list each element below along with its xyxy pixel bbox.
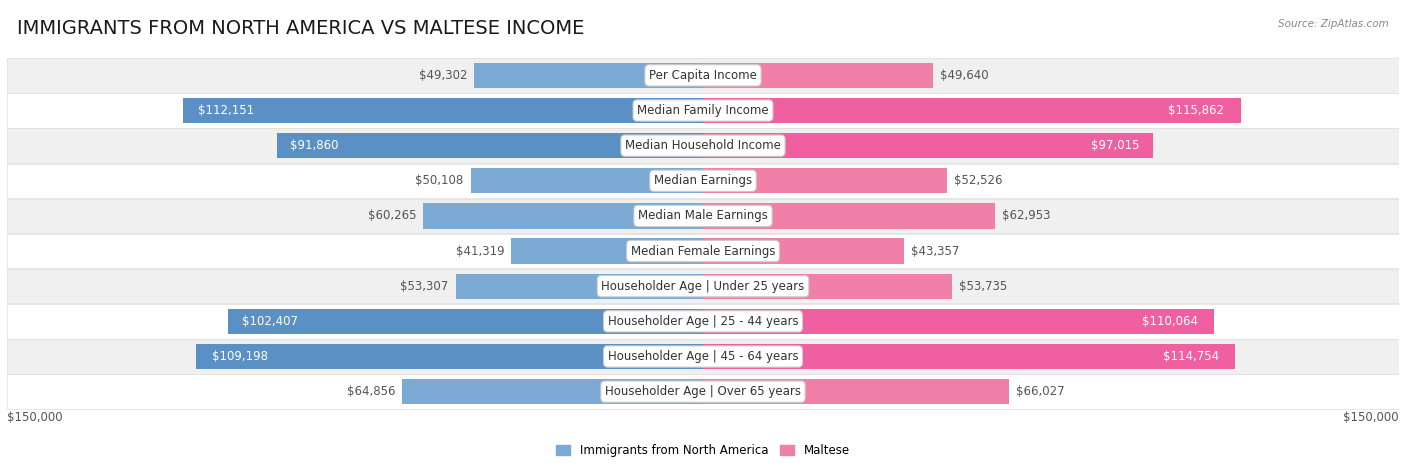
- Text: $41,319: $41,319: [456, 245, 505, 258]
- Text: $102,407: $102,407: [242, 315, 298, 328]
- Text: $60,265: $60,265: [368, 209, 416, 222]
- Text: Householder Age | 45 - 64 years: Householder Age | 45 - 64 years: [607, 350, 799, 363]
- Text: $49,640: $49,640: [941, 69, 988, 82]
- Text: $53,735: $53,735: [959, 280, 1008, 293]
- Bar: [228, 309, 703, 334]
- Bar: [197, 344, 703, 369]
- Text: Median Male Earnings: Median Male Earnings: [638, 209, 768, 222]
- Text: Median Family Income: Median Family Income: [637, 104, 769, 117]
- Text: IMMIGRANTS FROM NORTH AMERICA VS MALTESE INCOME: IMMIGRANTS FROM NORTH AMERICA VS MALTESE…: [17, 19, 585, 38]
- Text: $62,953: $62,953: [1002, 209, 1050, 222]
- Bar: [7, 269, 1399, 304]
- Bar: [471, 168, 703, 193]
- Bar: [703, 98, 1240, 123]
- Text: $114,754: $114,754: [1163, 350, 1219, 363]
- Bar: [7, 375, 1399, 409]
- Text: Per Capita Income: Per Capita Income: [650, 69, 756, 82]
- Text: $50,108: $50,108: [415, 174, 464, 187]
- Text: $91,860: $91,860: [290, 139, 337, 152]
- Bar: [703, 379, 1010, 404]
- Text: Householder Age | 25 - 44 years: Householder Age | 25 - 44 years: [607, 315, 799, 328]
- Text: $97,015: $97,015: [1091, 139, 1140, 152]
- Bar: [402, 379, 703, 404]
- Text: $53,307: $53,307: [401, 280, 449, 293]
- Text: Householder Age | Over 65 years: Householder Age | Over 65 years: [605, 385, 801, 398]
- Bar: [7, 128, 1399, 163]
- Text: Householder Age | Under 25 years: Householder Age | Under 25 years: [602, 280, 804, 293]
- Text: $49,302: $49,302: [419, 69, 467, 82]
- Legend: Immigrants from North America, Maltese: Immigrants from North America, Maltese: [551, 439, 855, 462]
- Bar: [703, 274, 952, 299]
- Bar: [456, 274, 703, 299]
- Bar: [7, 163, 1399, 198]
- Bar: [7, 339, 1399, 374]
- Bar: [703, 63, 934, 88]
- Bar: [277, 133, 703, 158]
- Bar: [7, 58, 1399, 92]
- Text: $66,027: $66,027: [1017, 385, 1064, 398]
- Text: $64,856: $64,856: [347, 385, 395, 398]
- Text: Median Household Income: Median Household Income: [626, 139, 780, 152]
- Text: $150,000: $150,000: [7, 411, 63, 424]
- Text: $52,526: $52,526: [953, 174, 1002, 187]
- Text: $43,357: $43,357: [911, 245, 959, 258]
- Bar: [703, 309, 1213, 334]
- Text: $150,000: $150,000: [1343, 411, 1399, 424]
- Bar: [474, 63, 703, 88]
- Bar: [7, 304, 1399, 339]
- Text: Source: ZipAtlas.com: Source: ZipAtlas.com: [1278, 19, 1389, 28]
- Bar: [183, 98, 703, 123]
- Bar: [703, 239, 904, 264]
- Bar: [7, 234, 1399, 268]
- Bar: [703, 203, 995, 228]
- Bar: [7, 93, 1399, 128]
- Bar: [423, 203, 703, 228]
- Bar: [7, 199, 1399, 233]
- Text: $109,198: $109,198: [211, 350, 267, 363]
- Text: Median Earnings: Median Earnings: [654, 174, 752, 187]
- Bar: [703, 133, 1153, 158]
- Text: Median Female Earnings: Median Female Earnings: [631, 245, 775, 258]
- Text: $115,862: $115,862: [1168, 104, 1225, 117]
- Bar: [512, 239, 703, 264]
- Bar: [703, 344, 1236, 369]
- Text: $110,064: $110,064: [1142, 315, 1198, 328]
- Text: $112,151: $112,151: [198, 104, 254, 117]
- Bar: [703, 168, 946, 193]
